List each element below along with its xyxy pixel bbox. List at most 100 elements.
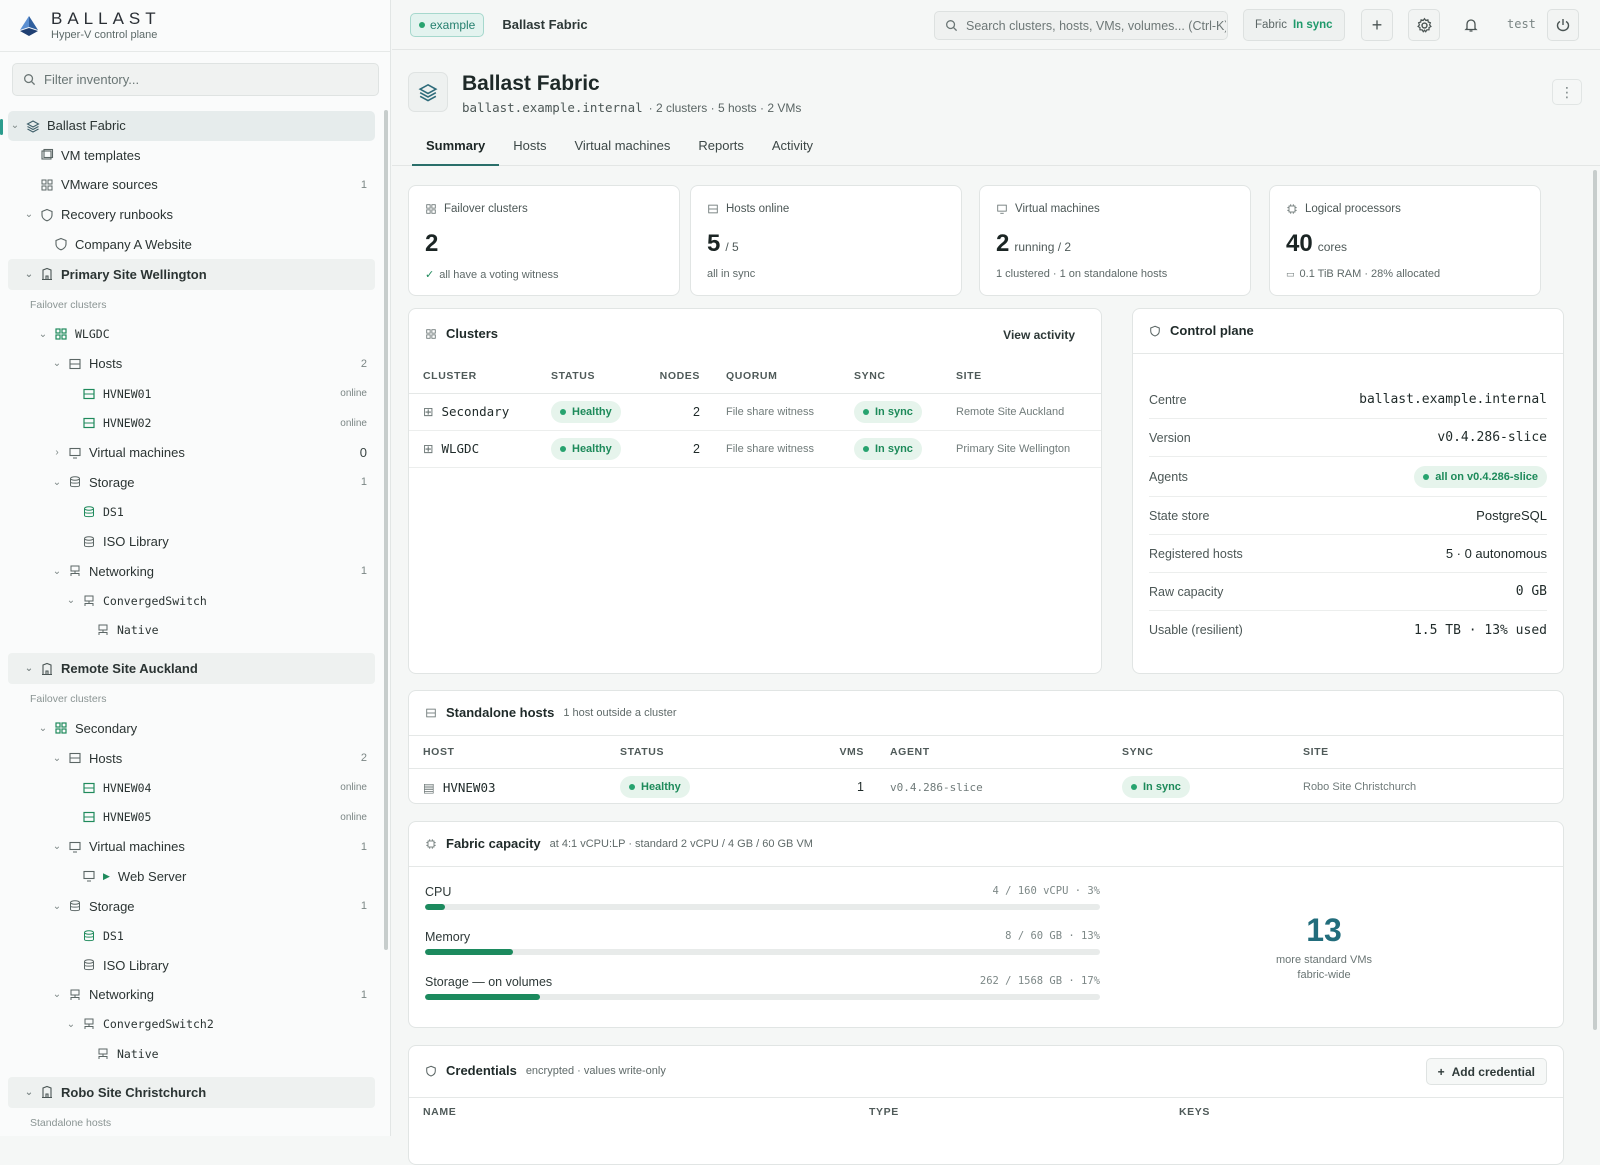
tree-item-vm-templates[interactable]: VM templates [8, 141, 375, 171]
chevron-down-icon[interactable]: ⌄ [24, 663, 34, 675]
user-name[interactable]: test [1507, 17, 1536, 31]
tree-host[interactable]: HVNEW01 online [8, 379, 375, 409]
chevron-down-icon[interactable]: ⌄ [52, 476, 62, 488]
chevron-down-icon[interactable]: ⌄ [24, 209, 34, 221]
view-activity-link[interactable]: View activity [1003, 328, 1075, 342]
card-header: Standalone hosts 1 host outside a cluste… [425, 705, 676, 720]
stat-card-hosts-online[interactable]: Hosts online 5 / 5 all in sync [690, 185, 962, 296]
tree-volume[interactable]: DS1 [8, 921, 375, 951]
fabric-sync-status[interactable]: Fabric In sync [1243, 9, 1345, 41]
column-header[interactable]: STATUS [537, 360, 637, 394]
add-button[interactable]: + [1361, 9, 1393, 41]
column-header[interactable]: AGENT [876, 735, 1108, 769]
cluster-name: WLGDC [441, 441, 480, 456]
tree-item-fabric[interactable]: ⌄ Ballast Fabric [0, 111, 375, 141]
tree-host[interactable]: HVNEW05 online [8, 802, 375, 832]
global-search [934, 11, 1228, 40]
chevron-down-icon[interactable]: ⌄ [52, 841, 62, 853]
tree-cluster-secondary[interactable]: ⌄ Secondary [8, 714, 375, 744]
tab-summary[interactable]: Summary [412, 131, 500, 166]
chevron-down-icon[interactable]: ⌄ [24, 268, 34, 280]
tree-site-christchurch[interactable]: ⌄ Robo Site Christchurch [8, 1076, 375, 1108]
tree-item-hosts[interactable]: ⌄ Hosts 2 [8, 349, 375, 379]
stat-card-logical-processors[interactable]: Logical processors 40 cores ▭ 0.1 TiB RAM … [1269, 185, 1541, 296]
table-row[interactable]: ▤ HVNEW03 Healthy 1 v0.4.286-slice In syn… [409, 769, 1563, 806]
breadcrumb[interactable]: Ballast Fabric [502, 17, 588, 32]
tree-volume[interactable]: ISO Library [8, 527, 375, 557]
tree-item-company-a-website[interactable]: Company A Website [8, 229, 375, 259]
column-header[interactable]: TYPE [869, 1106, 899, 1118]
cpu-icon [1287, 204, 1297, 214]
chevron-down-icon[interactable]: ⌄ [52, 358, 62, 370]
chevron-down-icon[interactable]: ⌄ [66, 1018, 76, 1030]
power-icon [1556, 19, 1570, 32]
table-row[interactable]: ⊞ WLGDC Healthy 2 File share witness In s… [409, 430, 1101, 468]
column-header[interactable]: SITE [942, 360, 1101, 394]
sidebar-scrollbar[interactable] [384, 110, 388, 950]
column-header[interactable]: KEYS [1179, 1106, 1210, 1118]
add-credential-button[interactable]: + Add credential [1425, 1058, 1547, 1085]
column-header[interactable]: SYNC [840, 360, 942, 394]
tree-item-virtual-machines[interactable]: › Virtual machines 0 [8, 438, 375, 468]
network-icon [98, 624, 108, 636]
tree-item-storage[interactable]: ⌄ Storage 1 [8, 891, 375, 921]
tree-item-vmware-sources[interactable]: VMware sources 1 [8, 170, 375, 200]
environment-tag[interactable]: example [410, 12, 485, 37]
chevron-right-icon[interactable]: › [55, 447, 59, 459]
status-dot [1131, 784, 1137, 791]
chevron-down-icon[interactable]: ⌄ [52, 565, 62, 577]
column-header[interactable]: NAME [423, 1106, 457, 1118]
global-search-input[interactable] [966, 18, 1226, 33]
tree-native-network[interactable]: Native [8, 1039, 375, 1069]
tree-host[interactable]: HVNEW02 online [8, 408, 375, 438]
power-button[interactable] [1547, 9, 1579, 41]
chevron-down-icon[interactable]: ⌄ [38, 722, 48, 734]
tree-cluster-wlgdc[interactable]: ⌄ WLGDC [8, 320, 375, 350]
tree-host[interactable]: HVNEW04 online [8, 773, 375, 803]
tree-item-networking[interactable]: ⌄ Networking 1 [8, 556, 375, 586]
chevron-down-icon[interactable]: ⌄ [66, 595, 76, 607]
tree-switch[interactable]: ⌄ ConvergedSwitch2 [8, 1010, 375, 1040]
chevron-down-icon[interactable]: ⌄ [52, 989, 62, 1001]
tree-native-network[interactable]: Native [8, 616, 375, 646]
tree-item-networking[interactable]: ⌄ Networking 1 [8, 980, 375, 1010]
chevron-down-icon[interactable]: ⌄ [52, 900, 62, 912]
chevron-down-icon[interactable]: ⌄ [52, 752, 62, 764]
tree-vm-web-server[interactable]: ▶ Web Server [8, 862, 375, 892]
tree-volume[interactable]: ISO Library [8, 950, 375, 980]
table-row[interactable]: ⊞ Secondary Healthy 2 File share witness … [409, 393, 1101, 431]
column-header[interactable]: SYNC [1108, 735, 1289, 769]
fabric-domain: ballast.example.internal [462, 100, 643, 115]
column-header[interactable]: HOST [409, 735, 606, 769]
stat-card-failover-clusters[interactable]: Failover clusters 2 ✓ all have a voting w… [408, 185, 680, 296]
tree-item-virtual-machines[interactable]: ⌄ Virtual machines 1 [8, 832, 375, 862]
tree-item-storage[interactable]: ⌄ Storage 1 [8, 468, 375, 498]
column-header[interactable]: STATUS [606, 735, 806, 769]
settings-button[interactable] [1408, 9, 1440, 41]
chevron-down-icon[interactable]: ⌄ [10, 120, 20, 132]
more-menu-button[interactable]: ⋮ [1552, 79, 1582, 105]
tree-count: 1 [360, 988, 367, 1001]
stat-card-virtual-machines[interactable]: Virtual machines 2 running / 2 1 clustere… [979, 185, 1251, 296]
tree-switch[interactable]: ⌄ ConvergedSwitch [8, 586, 375, 616]
filter-inventory-input[interactable] [44, 72, 364, 87]
column-header[interactable]: VMS [806, 735, 876, 769]
tree-volume[interactable]: DS1 [8, 497, 375, 527]
tree-site-auckland[interactable]: ⌄ Remote Site Auckland [8, 653, 375, 685]
tab-activity[interactable]: Activity [771, 138, 814, 153]
tree-item-hosts[interactable]: ⌄ Hosts 2 [8, 743, 375, 773]
chevron-down-icon[interactable]: ⌄ [24, 1086, 34, 1098]
column-header[interactable]: NODES [637, 360, 712, 394]
brand[interactable]: BALLAST Hyper-V control plane [0, 0, 390, 52]
tree-item-recovery-runbooks[interactable]: ⌄ Recovery runbooks [8, 200, 375, 230]
column-header[interactable]: SITE [1289, 735, 1563, 769]
tab-hosts[interactable]: Hosts [513, 138, 547, 153]
tab-reports[interactable]: Reports [698, 138, 744, 153]
tree-site-wellington[interactable]: ⌄ Primary Site Wellington [8, 258, 375, 290]
column-header[interactable]: CLUSTER [409, 360, 537, 394]
column-header[interactable]: QUORUM [712, 360, 840, 394]
main-scrollbar[interactable] [1593, 170, 1597, 1030]
chevron-down-icon[interactable]: ⌄ [38, 328, 48, 340]
notifications-button[interactable] [1455, 9, 1487, 41]
tab-virtual-machines[interactable]: Virtual machines [574, 138, 671, 153]
